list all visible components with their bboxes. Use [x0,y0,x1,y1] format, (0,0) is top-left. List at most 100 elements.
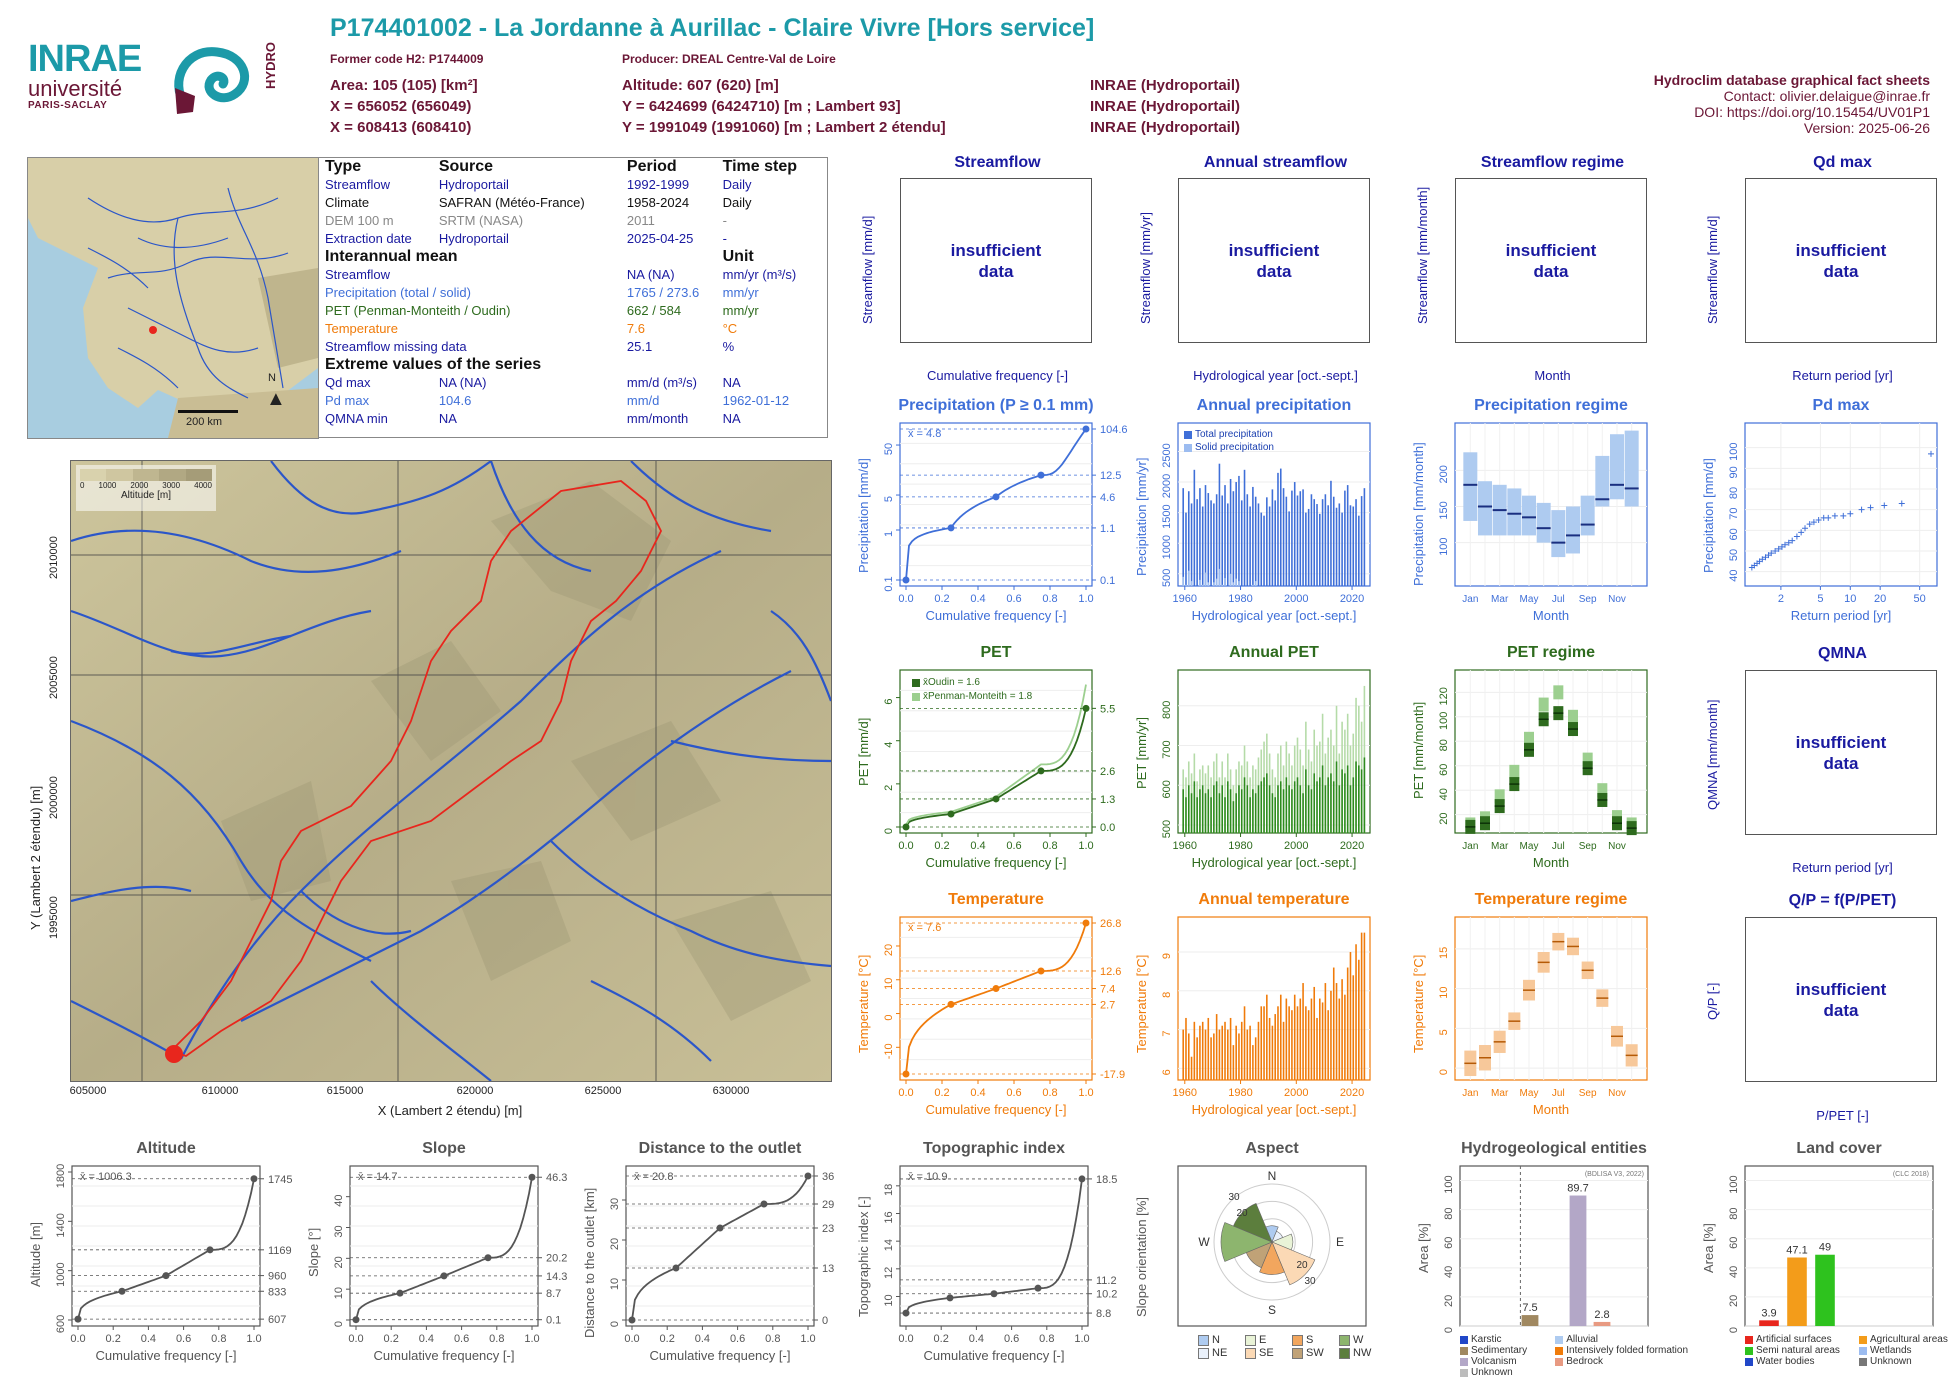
y-tick-label: 1 [883,531,895,537]
bar-total [1279,468,1282,586]
x-axis-label: Cumulative frequency [-] [923,1348,1065,1363]
x-axis-label: Cumulative frequency [-] [925,1102,1067,1117]
data-point [118,1287,126,1295]
legend-label: Water bodies [1756,1356,1815,1367]
bar-oudin [1207,789,1210,833]
regime-box [1522,495,1536,536]
y-tick-label: 60 [1443,1237,1455,1249]
catchment-outline [169,480,663,1057]
bar-values [1349,952,1352,1080]
bar-values [1210,1037,1212,1080]
bar-values [1302,983,1304,1080]
bar-values [1277,1006,1279,1080]
catchment-map[interactable]: 0 1000 2000 3000 4000 Altitude [m] [70,460,832,1082]
y-tick-label: 0 [1443,1327,1455,1333]
bar-values [1274,1014,1276,1080]
bar-total [1201,506,1204,586]
y-tick-label: 60 [1728,528,1740,540]
map-x-tick: 615000 [326,1085,364,1097]
regime-box [1551,510,1566,558]
bar-oudin [1296,777,1299,833]
info-cell: NA [722,375,741,390]
bar-total [1355,499,1357,586]
chart-title: Slope [422,1140,466,1157]
x-tick-label: 2000 [1284,840,1308,852]
x-tick-label: 0.2 [660,1333,675,1345]
bar-total [1316,504,1318,586]
y-tick-label: 100 [1728,442,1740,460]
bar-oudin [1310,789,1313,833]
y-tick-label: 15 [1438,947,1450,959]
y-tick-label: 800 [1161,701,1173,719]
chart-title-annual: Annual streamflow [1203,154,1348,171]
insufficient-data-label: insufficient data [1795,240,1887,281]
bar-oudin [1282,789,1285,833]
bar-oudin [1279,781,1282,833]
bar-total [1341,512,1343,586]
catchment-map-drawing [71,461,831,1081]
bar-values [1360,932,1363,1080]
data-point [1037,967,1045,975]
legend-label: W [1353,1334,1364,1346]
regime-box [1595,455,1610,507]
data-point [1759,556,1766,563]
y-label-qmna: QMNA [mm/month] [1705,699,1720,810]
regime-box-pm [1568,709,1578,724]
bar-values [1358,959,1360,1080]
data-point [352,1316,360,1324]
mean-row: Precipitation (total / solid) 1765 / 273.… [325,284,821,302]
data-point [206,1246,214,1254]
chart-title: Pd max [1812,397,1870,414]
bar-total [1299,491,1302,586]
category-legend: Karstic Alluvial Sedimentary Intensively fo… [1460,1334,1688,1378]
legend-item: Artificial surfaces [1745,1334,1859,1345]
legend-swatch [1859,1346,1867,1355]
x-tick-label: 2000 [1284,1087,1308,1099]
x-tick-label: 5 [1817,593,1823,605]
mean-row: Streamflow NA (NA) mm/yr (m³/s) [325,266,821,284]
x-tick-label: 1980 [1228,1087,1252,1099]
regime-box [1536,502,1551,543]
legend-item: Water bodies [1745,1356,1859,1367]
info-cell: NA (NA) [626,267,675,282]
y-tick-label: 1500 [1161,504,1173,528]
data-point [1082,425,1090,433]
data-point [672,1264,680,1272]
info-row: Climate SAFRAN (Météo-France) 1958-2024 Dai… [325,194,821,212]
bar-total [1321,499,1324,586]
panel-annual: insufficient data [1178,178,1370,343]
bar-oudin [1344,773,1346,833]
bar-total [1204,485,1207,586]
bar-values [1332,967,1335,1080]
legend-item: E [1245,1334,1292,1346]
plot-area: 0.0 0.2 0.4 0.6 0.8 1.0 0 2 4 6 5.5 2.6 1.3 0.0 [883,669,1115,852]
bar-total [1243,469,1246,586]
bar-values [1338,998,1341,1080]
bar-total [1332,496,1335,586]
bar-values [1316,1017,1318,1080]
former-code: Former code H2: P1744009 [330,52,484,66]
bar-total [1302,489,1304,586]
right-value-label: 1.1 [1100,523,1115,535]
regime-box [1566,506,1580,554]
x-axis-label: Hydrological year [oct.-sept.] [1191,855,1357,870]
bar-total [1352,506,1355,586]
regime-box [1624,430,1639,507]
right-value-label: 10.2 [1096,1289,1117,1301]
category-bar [1593,1321,1611,1326]
chart-title: Topographic index [923,1140,1065,1157]
bar-oudin [1243,777,1246,833]
x-tick-label: 0.2 [934,593,949,605]
info-cell: Extraction date [325,231,412,246]
mean-label: x̄ = 20.8 [634,1171,673,1183]
x-tick-label: 0.6 [1006,593,1021,605]
bar-oudin [1266,773,1268,833]
y-tick-label: 70 [1728,508,1740,520]
legend-swatch [1859,1357,1867,1366]
doi-link[interactable]: DOI: https://doi.org/10.15454/UV01P1 [1694,104,1930,120]
source-label: (BDLISA V3, 2022) [1585,1171,1644,1178]
legend-swatch [1555,1335,1564,1344]
y-tick-label: 100 [1443,1175,1455,1193]
legend-item: x̄Oudin = 1.6 [912,676,1032,690]
chart-title: Annual temperature [1198,891,1350,908]
